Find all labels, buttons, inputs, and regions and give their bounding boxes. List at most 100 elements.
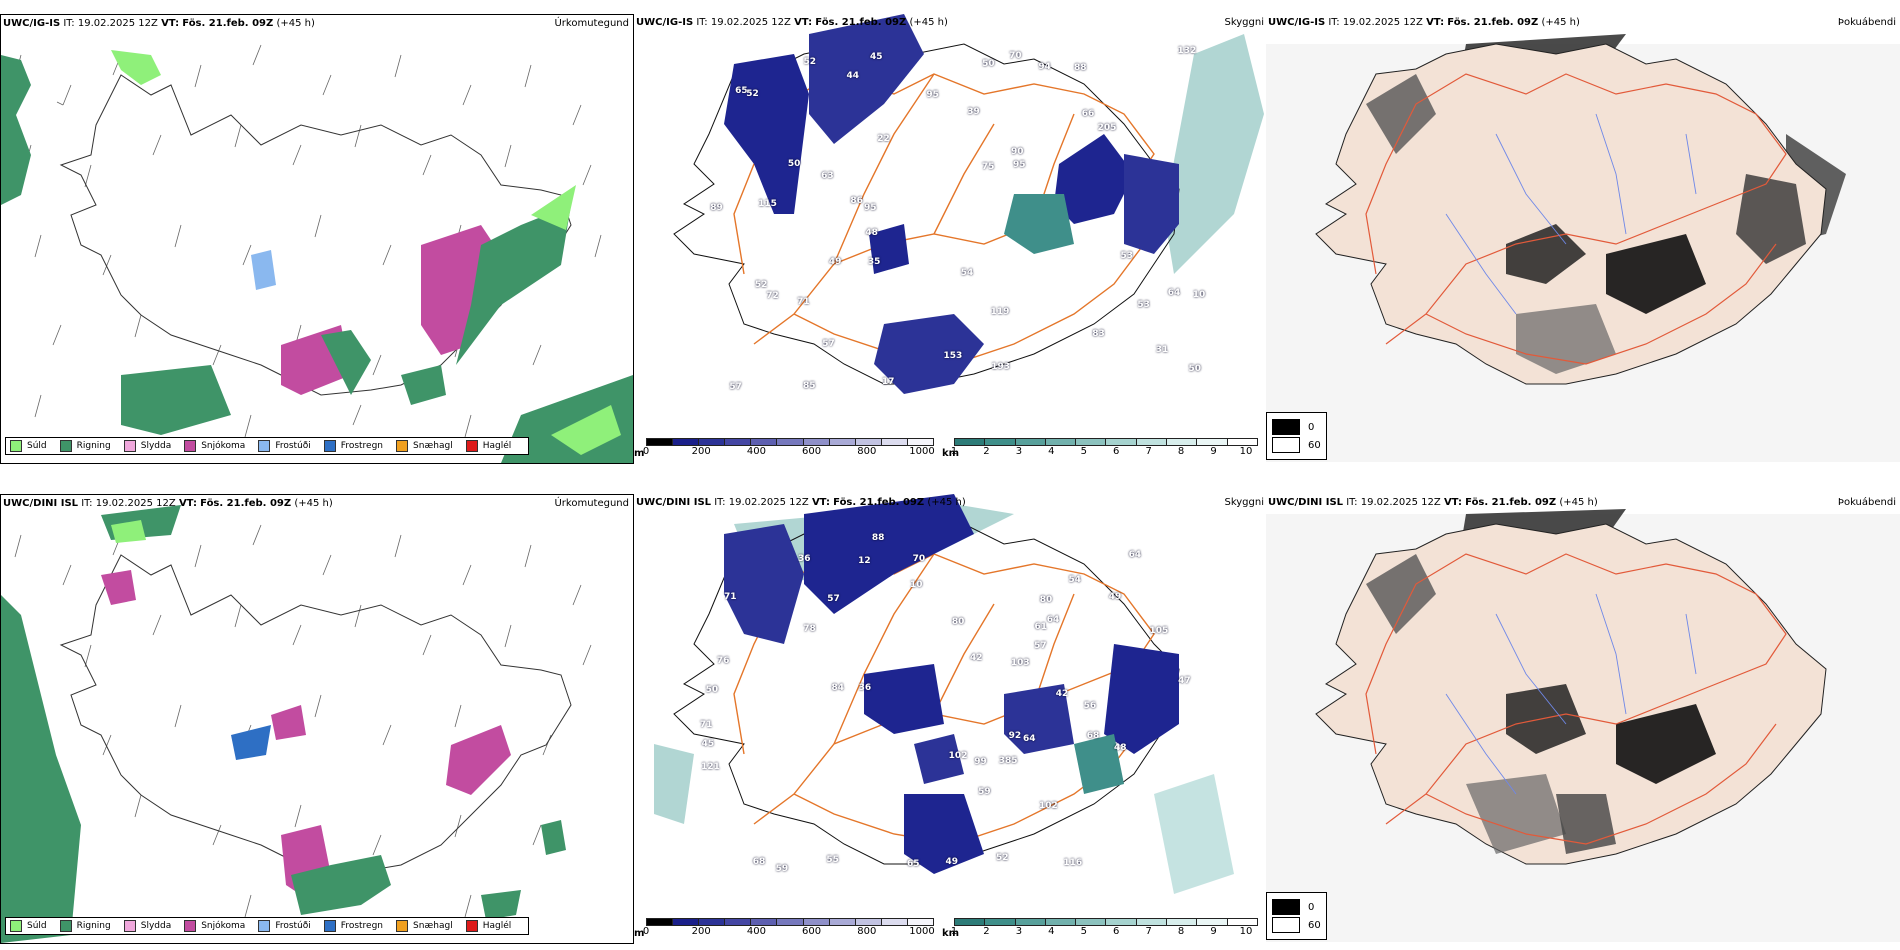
cloud-base-value: 56 (1083, 700, 1097, 711)
cloud-base-value: 95 (863, 202, 877, 213)
colorbar-tick: 200 (691, 926, 711, 937)
colorbar-segment (725, 918, 752, 926)
precip-legend: Súld Rigning Slydda Snjókoma Frostúði Fr… (5, 917, 530, 935)
iceland-outline (1315, 43, 1827, 385)
colorbar-tick: 0 (642, 926, 650, 937)
iceland-outline (59, 554, 572, 876)
fog-legend: 0 60 (1266, 892, 1327, 940)
cloud-base-value: 95 (1013, 159, 1026, 170)
cloud-base-value: 119 (990, 306, 1010, 317)
colorbar-unit: m (634, 448, 645, 459)
cloud-base-value: 39 (967, 106, 980, 117)
visibility-label: Skyggni (1224, 17, 1264, 28)
legend-item-frostudi: Frostúði (258, 440, 311, 452)
colorbar-segment (1045, 918, 1077, 926)
colorbar-segment (1167, 438, 1198, 446)
lead-time: (+45 h) (276, 18, 315, 29)
colorbar-segment (1227, 438, 1258, 446)
cloud-base-value: 68 (1086, 730, 1100, 741)
cloud-base-value: 17 (881, 377, 895, 388)
it-value: 19.02.2025 12Z (77, 18, 158, 29)
cloud-base-value: 49 (1108, 592, 1122, 603)
colorbar-tick: 800 (857, 446, 877, 457)
cloud-base-value: 205 (1097, 123, 1117, 134)
colorbar-segment (751, 438, 778, 446)
colorbar-tick: 800 (857, 926, 877, 937)
colorbar-segment (803, 918, 830, 926)
visibility-colorbar: km 1 2 3 4 5 6 7 8 9 10 (942, 438, 1258, 459)
cloud-base-value: 52 (803, 56, 817, 67)
cloud-base-value: 193 (991, 362, 1011, 373)
colorbar-unit: km (942, 928, 960, 939)
road-network (1365, 73, 1787, 365)
fog-legend-item: 60 (1272, 437, 1321, 453)
cloud-base-value: 102 (1038, 800, 1058, 811)
colorbar-tick: 3 (1015, 446, 1023, 457)
colorbar-segment (1076, 438, 1107, 446)
panel-title: UWC/IG-IS IT: 19.02.2025 12Z VT: Fös. 21… (1268, 17, 1580, 28)
cloud-base-value: 65 (907, 858, 920, 869)
colorbar-segment (829, 918, 856, 926)
colorbar-tick: 1 (950, 446, 958, 457)
cloud-base-value: 35 (867, 256, 881, 267)
cloud-base-value: 83 (1092, 329, 1105, 340)
cloud-base-value: 70 (1009, 51, 1022, 62)
colorbar-tick: 1000 (909, 446, 935, 457)
colorbar-segment (1136, 918, 1168, 926)
colorbar-segment (955, 918, 986, 926)
cloud-base-value: 10 (1192, 290, 1206, 301)
colorbar-segment (1197, 918, 1228, 926)
precip-legend: Súld Rigning Slydda Snjókoma Frostúði Fr… (5, 437, 530, 455)
cloud-base-value: 85 (802, 380, 816, 391)
colorbar-segment (1106, 918, 1137, 926)
cloud-base-value: 64 (1046, 615, 1060, 626)
cloud-base-value: 61 (1034, 621, 1047, 632)
legend-item-rigning: Rigning (59, 440, 111, 452)
colorbar-segment (907, 918, 935, 926)
swatch-snjokoma (184, 440, 197, 452)
colorbar-segment (699, 918, 726, 926)
cloud-base-value: 88 (1074, 62, 1087, 73)
cloud-base-value: 47 (1178, 676, 1191, 687)
cloud-base-value: 42 (970, 653, 983, 664)
visibility-colorbar: km 1 2 3 4 5 6 7 8 9 10 (942, 918, 1258, 939)
cloud-base-value: 99 (974, 757, 987, 768)
panel-title: UWC/DINI ISL IT: 19.02.2025 12Z VT: Fös.… (3, 498, 333, 509)
precip-type-map-top: UWC/IG-IS IT: 19.02.2025 12Z VT: Fös. 21… (0, 14, 634, 464)
cloud-base-value: 55 (826, 855, 839, 866)
cloud-base-value: 10 (909, 580, 923, 591)
colorbar-segment (1136, 438, 1168, 446)
colorbar-tick: 6 (1113, 446, 1120, 457)
precip-type-map-svg-top (1, 44, 633, 463)
colorbar-unit: m (634, 928, 645, 939)
cloud-base-value: 50 (1188, 363, 1202, 374)
colorbar-tick: 8 (1177, 926, 1185, 937)
colorbar-tick: 10 (1239, 446, 1253, 457)
colorbar-tick: 0 (642, 446, 650, 457)
cloud-base-value: 59 (775, 863, 789, 874)
iceland-outline (1315, 523, 1827, 865)
cloud-base-value: 53 (1137, 299, 1150, 310)
cloud-base-value: 86 (850, 196, 863, 207)
precip-type-map-svg-bottom (1, 505, 592, 943)
cloud-base-value: 68 (752, 857, 766, 868)
cloud-base-value: 50 (982, 59, 995, 70)
colorbar-tick: 9 (1210, 446, 1217, 457)
cloud-base-value: 121 (701, 762, 720, 773)
cloud-base-value: 42 (1055, 688, 1069, 699)
colorbar-segment (673, 918, 700, 926)
cloud-base-value: 80 (951, 616, 965, 627)
cloud-base-value: 385 (998, 756, 1018, 767)
legend-item-snaehagl: Snæhagl (396, 440, 453, 452)
precip-type-label: Úrkomutegund (554, 498, 629, 509)
colorbar-tick: 5 (1080, 446, 1087, 457)
fog-label: Þokuábendi (1837, 497, 1896, 508)
rivers (1445, 593, 1697, 795)
cloud-base-value: 49 (828, 257, 842, 268)
fog-map-svg-top (1266, 34, 1900, 462)
colorbar-segment (751, 918, 778, 926)
cloud-base-value: 78 (803, 623, 816, 634)
swatch-sold (10, 440, 22, 452)
colorbar-tick: 600 (802, 446, 822, 457)
cloud-vis-map-bottom: UWC/DINI ISL IT: 19.02.2025 12Z VT: Fös.… (634, 494, 1264, 942)
